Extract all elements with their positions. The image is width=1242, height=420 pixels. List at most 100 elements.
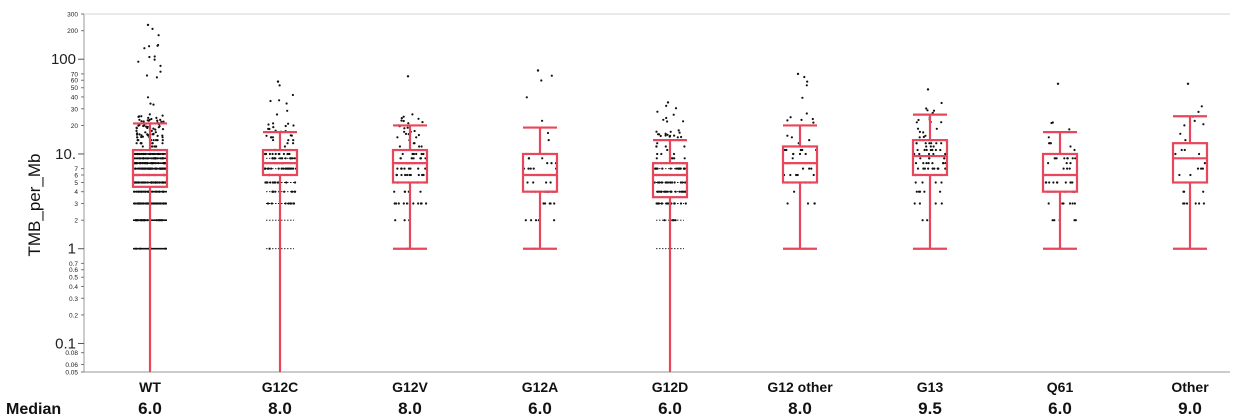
data-point [153, 145, 156, 148]
data-point [921, 181, 924, 184]
data-point [927, 167, 930, 170]
x-category-label: WT [139, 379, 161, 395]
data-point [422, 152, 425, 156]
median-value-label: 6.0 [658, 399, 682, 418]
y-minor-tick-label: 0.05 [65, 370, 78, 377]
data-point [940, 121, 943, 124]
data-point [541, 157, 544, 160]
data-point [942, 162, 945, 165]
data-point [146, 125, 149, 128]
data-point [916, 167, 920, 170]
data-point [279, 157, 282, 160]
data-point [918, 152, 921, 156]
data-point [939, 190, 942, 193]
data-point [1052, 181, 1055, 184]
data-point [660, 202, 663, 205]
data-point [154, 139, 158, 142]
data-point [1073, 219, 1076, 222]
data-point [142, 120, 145, 123]
median-value-label: 8.0 [398, 399, 422, 418]
data-point [151, 145, 154, 148]
data-point [660, 181, 663, 184]
data-point [402, 119, 405, 123]
data-point [940, 101, 943, 105]
data-point [923, 148, 926, 152]
data-point [135, 129, 138, 132]
data-point [162, 120, 165, 123]
y-minor-tick-label: 5 [74, 180, 78, 187]
data-point [159, 64, 162, 67]
data-point [1063, 157, 1066, 160]
data-point [149, 102, 152, 105]
data-point [660, 152, 663, 156]
data-point [265, 134, 268, 137]
data-point [272, 139, 275, 142]
data-point [136, 132, 139, 135]
median-value-label: 8.0 [788, 399, 812, 418]
data-point [786, 134, 789, 137]
data-point [412, 157, 415, 160]
data-point [403, 130, 406, 133]
data-point [1062, 202, 1065, 205]
data-point [421, 173, 424, 177]
data-point [147, 116, 150, 119]
data-point [940, 142, 943, 145]
data-point [916, 127, 920, 130]
data-point [413, 129, 416, 133]
data-point [1174, 152, 1177, 156]
x-category-label: Q61 [1047, 379, 1074, 395]
data-point [1200, 167, 1203, 170]
data-point [934, 148, 938, 152]
data-point [155, 116, 158, 119]
data-point [267, 127, 270, 130]
data-point [405, 202, 409, 205]
data-point [919, 157, 922, 160]
data-point [546, 162, 549, 165]
outlier-point [406, 75, 410, 78]
data-point [915, 142, 918, 145]
data-point [1066, 157, 1069, 160]
y-minor-tick-label: 40 [71, 94, 79, 101]
data-point [156, 119, 159, 122]
data-point [810, 167, 813, 170]
data-point [413, 142, 416, 145]
outlier-point [666, 101, 670, 104]
data-point [789, 116, 792, 119]
data-point [156, 44, 159, 47]
boxes-group [131, 113, 1209, 372]
data-point [409, 173, 412, 177]
data-point [293, 157, 296, 160]
data-point [1068, 167, 1071, 170]
data-point [657, 133, 660, 136]
data-point [140, 142, 143, 145]
data-point [403, 167, 406, 170]
data-point [655, 157, 658, 160]
data-point [683, 157, 686, 160]
data-point [154, 128, 157, 131]
data-point [419, 157, 422, 160]
data-point [418, 145, 421, 148]
data-point [659, 134, 662, 138]
data-point [1183, 124, 1186, 127]
data-point [288, 167, 291, 170]
data-point [406, 173, 409, 177]
box-iqr [131, 148, 169, 188]
data-point [1201, 167, 1204, 170]
y-minor-tick-label: 7 [74, 166, 78, 173]
data-point [419, 190, 422, 193]
data-point [801, 167, 805, 170]
y-minor-tick-label: 0.2 [69, 312, 78, 319]
data-point [1189, 173, 1192, 177]
data-point [291, 93, 294, 97]
data-point [148, 113, 151, 116]
data-point [795, 173, 798, 177]
outlier-point [146, 23, 150, 27]
data-point [292, 139, 295, 142]
data-point [159, 70, 162, 73]
data-point [796, 173, 799, 177]
data-point [681, 190, 684, 193]
y-minor-tick-label: 0.06 [65, 362, 78, 369]
data-point [1200, 105, 1203, 108]
data-point [404, 173, 407, 177]
data-point [935, 127, 938, 130]
